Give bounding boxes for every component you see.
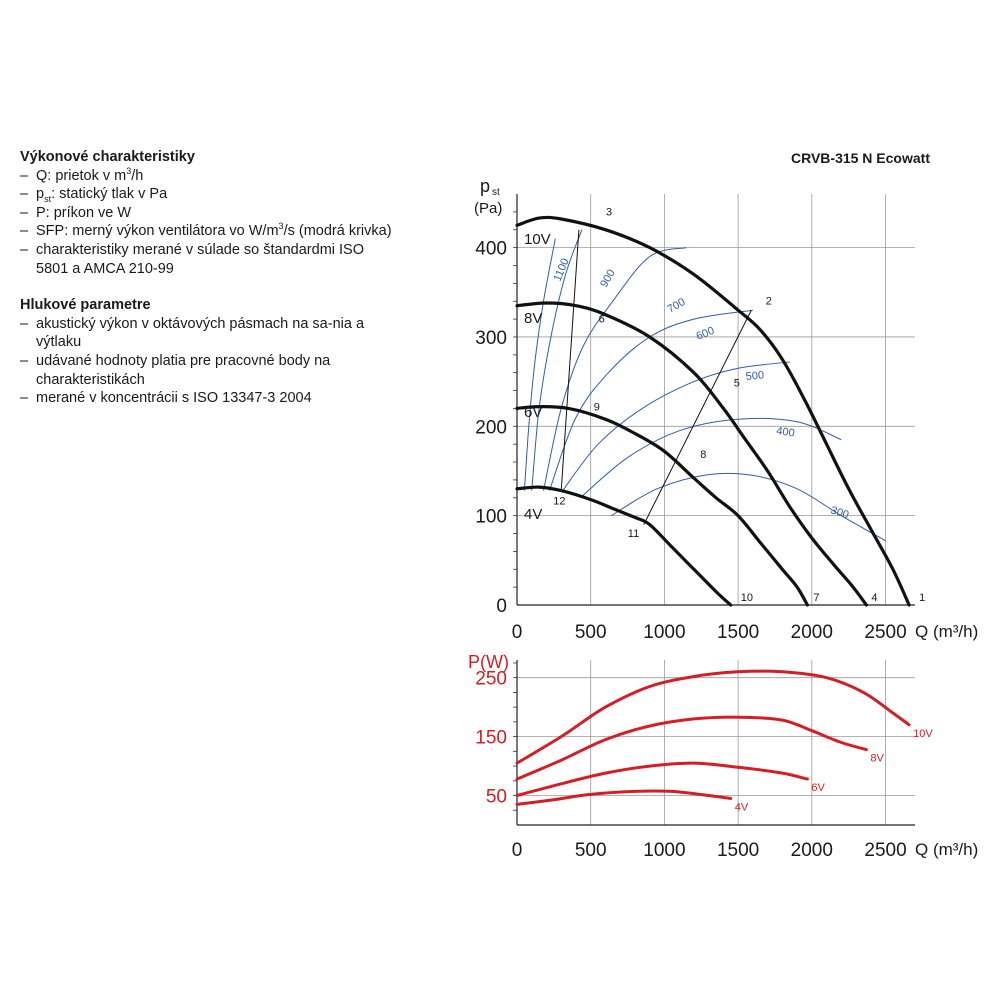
sfp-curve-400 (580, 417, 842, 499)
operating-point-label: 3 (606, 206, 612, 218)
power-curve-6V (515, 761, 809, 797)
sfp-label: 500 (745, 369, 764, 383)
y-tick-label: 250 (475, 669, 507, 690)
y-axis-label-sub: st (492, 187, 500, 198)
sfp-curve-600 (548, 309, 753, 491)
sfp-label: 300 (829, 504, 850, 521)
operating-point-label: 6 (599, 314, 605, 326)
x-axis-label: Q (m³/h) (915, 622, 978, 641)
y-axis-label: p (480, 176, 490, 196)
y-tick-label: 400 (475, 239, 507, 260)
x-tick-label: 1000 (643, 840, 685, 861)
x-tick-label: 2000 (791, 622, 833, 643)
sfp-curve-300 (611, 472, 886, 542)
list-item: akustický výkon v oktávových pásmach na … (20, 315, 400, 352)
y-axis-label: P(W) (468, 652, 509, 672)
model-title: CRVB-315 N Ecowatt (790, 150, 930, 166)
sfp-label: 700 (666, 296, 688, 316)
list-item: SFP: merný výkon ventilátora vo W/m3/s (… (20, 222, 400, 241)
sfp-label: 1100 (552, 257, 572, 283)
x-tick-label: 2500 (864, 622, 906, 643)
y-tick-label: 200 (475, 417, 507, 438)
sfp-label: 600 (695, 325, 717, 343)
y-tick-label: 150 (475, 728, 507, 749)
y-tick-label: 50 (486, 787, 507, 808)
performance-list: Q: prietok v m3/h pst: statický tlak v P… (20, 166, 400, 279)
x-tick-label: 2500 (864, 840, 906, 861)
power-curve-8V (515, 715, 868, 781)
series-label: 8V (524, 310, 542, 327)
y-tick-label: 0 (496, 596, 507, 617)
sfp-curve-900 (531, 229, 583, 491)
x-axis-label: Q (m³/h) (915, 840, 978, 859)
x-tick-label: 1000 (643, 622, 685, 643)
y-tick-label: 100 (475, 507, 507, 528)
list-item: pst: statický tlak v Pa (20, 185, 400, 204)
operating-point-label: 9 (594, 401, 600, 413)
series-label: 4V (735, 801, 749, 813)
list-item: Q: prietok v m3/h (20, 166, 400, 186)
list-item: merané v koncentrácii s ISO 13347-3 2004 (20, 389, 400, 408)
series-label: 10V (524, 231, 551, 248)
list-item: udávané hodnoty platia pre pracovné body… (20, 352, 400, 389)
y-axis-unit: (Pa) (474, 200, 502, 217)
x-tick-label: 1500 (717, 840, 759, 861)
operating-point-label: 8 (700, 449, 706, 461)
operating-point-label: 7 (813, 592, 819, 604)
x-tick-label: 0 (512, 840, 523, 861)
operating-point-label: 1 (919, 592, 925, 604)
x-tick-label: 0 (512, 622, 523, 643)
description-panel: Výkonové charakteristiky Q: prietok v m3… (20, 148, 400, 426)
power-curve-10V (515, 669, 911, 765)
pressure-curve-4V (515, 485, 733, 607)
list-item: charakteristiky merané v súlade so štand… (20, 241, 400, 278)
operating-point-label: 5 (734, 378, 740, 390)
series-label: 8V (870, 753, 884, 765)
pressure-curve-6V (515, 404, 809, 607)
series-label: 4V (524, 506, 542, 523)
operating-point-label: 12 (553, 496, 565, 508)
noise-list: akustický výkon v oktávových pásmach na … (20, 315, 400, 408)
noise-title: Hlukové parametre (20, 297, 151, 314)
x-tick-label: 1500 (717, 622, 759, 643)
pressure-curve-10V (515, 215, 911, 607)
sfp-curve-1100 (523, 238, 556, 491)
system-line (560, 229, 580, 491)
system-line (643, 309, 752, 525)
operating-point-label: 11 (628, 528, 639, 540)
series-label: 6V (811, 782, 825, 794)
operating-point-label: 4 (871, 592, 877, 604)
sfp-curve-700 (543, 247, 687, 491)
x-tick-label: 500 (575, 840, 607, 861)
x-tick-label: 500 (575, 622, 607, 643)
list-item: P: príkon ve W (20, 204, 400, 223)
operating-point-label: 10 (741, 592, 753, 604)
power-curve-4V (515, 789, 733, 806)
pressure-curve-8V (515, 301, 868, 607)
series-label: 10V (913, 728, 933, 740)
sfp-curve-500 (562, 361, 790, 491)
operating-point-label: 2 (766, 295, 772, 307)
y-tick-label: 300 (475, 328, 507, 349)
sfp-label: 900 (598, 268, 618, 290)
performance-title: Výkonové charakteristiky (20, 149, 195, 165)
x-tick-label: 2000 (791, 840, 833, 861)
sfp-label: 400 (776, 425, 796, 439)
series-label: 6V (524, 404, 542, 421)
